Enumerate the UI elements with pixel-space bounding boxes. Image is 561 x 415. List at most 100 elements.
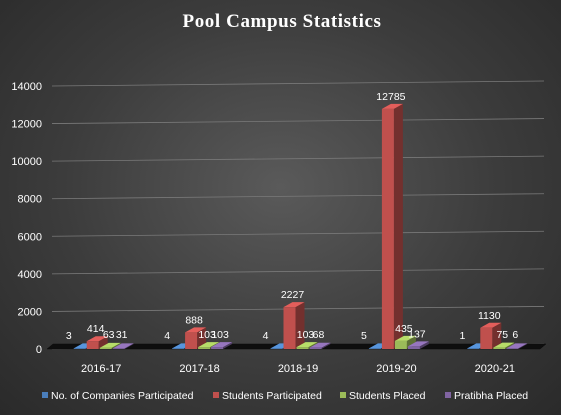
gridline (51, 268, 545, 275)
x-tick-label: 2018-19 (278, 363, 318, 375)
bar-top (86, 336, 108, 342)
x-tick-label: 2019-20 (376, 363, 416, 375)
data-label: 1 (459, 330, 465, 342)
bar-front (309, 347, 322, 349)
bar (506, 343, 528, 349)
data-label: 3 (66, 330, 72, 342)
bar-top (112, 343, 134, 349)
data-label: 5 (361, 330, 367, 342)
bar (381, 103, 403, 349)
legend-swatch (213, 392, 219, 398)
bar-front (283, 307, 296, 349)
y-tick-label: 14000 (11, 81, 42, 93)
data-label: 31 (116, 329, 128, 341)
bar-side (505, 342, 515, 349)
axes: 0 2000 4000 6000 8000 10000 12000 14000 2016-17 2… (11, 81, 515, 375)
bar-front (198, 347, 211, 349)
data-label: 103 (297, 329, 315, 341)
bar-front (211, 347, 224, 349)
bar-front (480, 327, 493, 349)
bar-top (185, 327, 207, 333)
bar-side (419, 341, 429, 349)
bar-side (223, 342, 233, 349)
bar-side (518, 343, 528, 349)
bar-top (198, 342, 220, 348)
bar-front (172, 348, 185, 349)
data-label: 137 (408, 328, 426, 340)
bar (493, 342, 515, 349)
data-label: 1130 (478, 310, 501, 322)
bar-top (493, 342, 515, 348)
y-tick-label: 10000 (11, 156, 42, 168)
bar-top (99, 342, 121, 348)
y-tick-label: 6000 (18, 231, 42, 243)
bar-front (467, 348, 480, 349)
bar-side (295, 302, 305, 349)
legend: No. of Companies Participated Students Pa… (42, 390, 528, 402)
legend-item: Students Placed (340, 390, 426, 402)
bar-front (296, 347, 309, 349)
y-tick-label: 0 (36, 344, 42, 356)
bars (73, 103, 528, 349)
y-tick-label: 2000 (18, 306, 42, 318)
bar-front (493, 347, 506, 349)
bar-front (185, 332, 198, 349)
bar (407, 341, 429, 349)
legend-item: Students Participated (213, 390, 322, 402)
bar (394, 335, 416, 349)
bar-front (112, 348, 125, 349)
x-tick-label: 2016-17 (81, 363, 121, 375)
bar-side (111, 342, 121, 349)
bar-top (283, 302, 305, 308)
bar-front (506, 348, 519, 349)
data-label: 888 (185, 314, 203, 326)
x-tick-label: 2020-21 (475, 363, 515, 375)
gridline (51, 80, 545, 87)
bar-top (381, 103, 403, 109)
bar-front (99, 347, 112, 349)
chart-title: Pool Campus Statistics (183, 11, 382, 32)
bar-side (406, 335, 416, 349)
bar-front (270, 348, 283, 349)
data-label: 103 (198, 329, 216, 341)
bar-top (506, 343, 528, 349)
legend-swatch (340, 392, 346, 398)
legend-swatch (445, 392, 451, 398)
bar (112, 343, 134, 349)
data-label: 103 (211, 329, 229, 341)
bar (309, 342, 331, 349)
bar (185, 327, 207, 349)
data-label: 68 (313, 329, 325, 341)
bar (480, 322, 502, 349)
data-label: 2227 (281, 289, 305, 301)
bar-front (86, 341, 99, 349)
legend-item: No. of Companies Participated (42, 390, 194, 402)
bar-top (407, 341, 429, 347)
gridline (51, 193, 545, 200)
gridline (51, 155, 545, 162)
bar (86, 336, 108, 349)
bar-top (309, 342, 331, 348)
y-tick-label: 4000 (18, 269, 42, 281)
bar (211, 342, 233, 349)
x-tick-label: 2017-18 (179, 363, 219, 375)
bar-side (492, 322, 502, 349)
data-label: 4 (164, 330, 170, 342)
bar-front (407, 346, 420, 349)
data-label: 75 (496, 329, 508, 341)
y-tick-label: 12000 (11, 119, 42, 131)
legend-label: Students Participated (222, 390, 322, 402)
bar (99, 342, 121, 349)
data-label: 4 (263, 330, 269, 342)
data-label: 414 (87, 323, 105, 335)
bar-side (321, 342, 331, 349)
legend-label: No. of Companies Participated (51, 390, 194, 402)
y-tick-label: 8000 (18, 194, 42, 206)
bar-front (394, 340, 407, 349)
legend-label: Students Placed (349, 390, 426, 402)
bar-front (381, 108, 394, 349)
bar (283, 302, 305, 349)
bar-top (211, 342, 233, 348)
